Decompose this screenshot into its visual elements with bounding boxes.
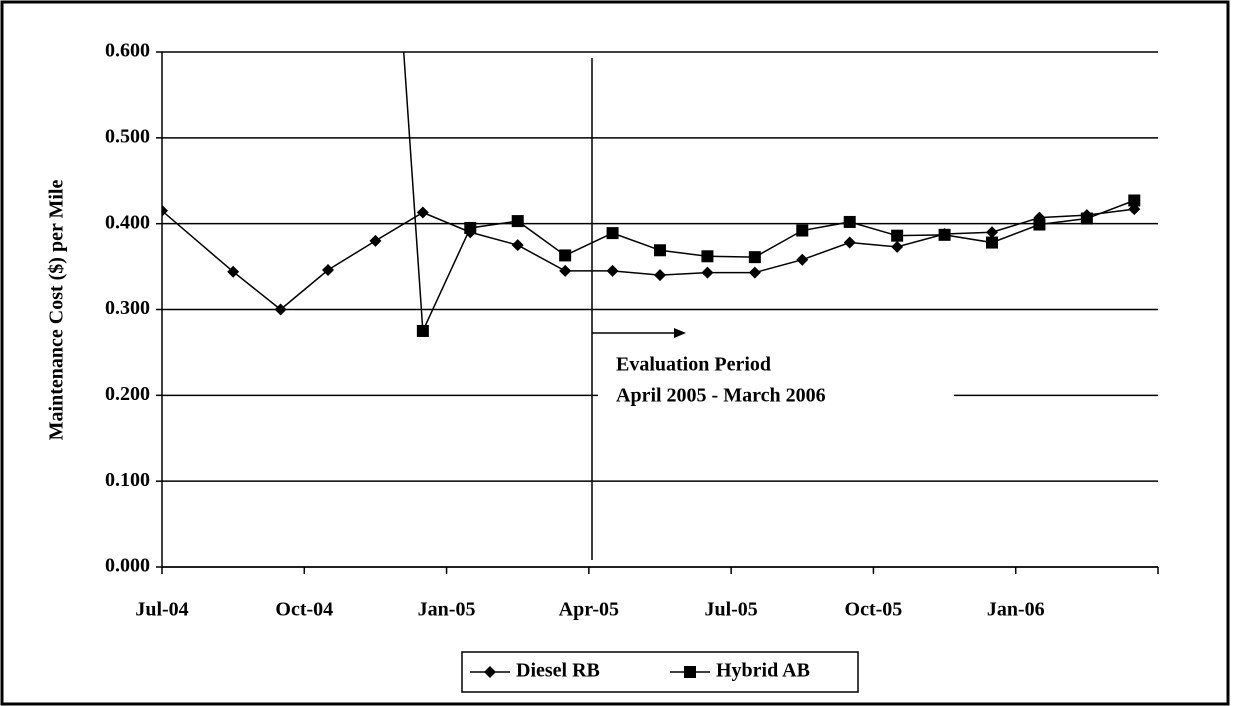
marker: [938, 228, 951, 241]
x-tick-label: Apr-05: [559, 599, 619, 621]
marker: [369, 234, 382, 247]
legend: [461, 651, 859, 693]
plot-area: [162, 52, 1141, 337]
arrow-head: [674, 328, 686, 338]
marker: [748, 251, 761, 264]
annotation-background: [598, 350, 954, 412]
marker: [511, 239, 524, 252]
y-tick-label: 0.100: [105, 469, 150, 491]
marker: [843, 215, 856, 228]
marker: [274, 303, 287, 316]
marker: [891, 229, 904, 242]
marker: [559, 249, 572, 262]
marker: [654, 244, 666, 257]
marker: [1128, 194, 1141, 207]
annotation: April 2005 - March 2006: [616, 385, 826, 407]
marker: [654, 269, 666, 282]
marker: [748, 266, 761, 279]
marker: [484, 666, 496, 678]
x-tick-label: Jul-05: [704, 599, 757, 621]
x-tick-label: Jul-04: [135, 599, 188, 621]
marker: [796, 224, 809, 237]
marker: [701, 266, 714, 279]
legend-label: Diesel RB: [516, 660, 600, 682]
y-tick-label: 0.400: [105, 211, 150, 233]
marker: [891, 240, 904, 253]
marker: [416, 324, 429, 337]
y-tick-label: 0.500: [105, 125, 150, 147]
marker: [1080, 212, 1093, 225]
marker: [559, 264, 572, 277]
marker: [606, 227, 619, 240]
marker: [511, 215, 524, 228]
marker: [701, 250, 714, 263]
x-tick-label: Jan-06: [987, 599, 1045, 621]
marker: [986, 236, 998, 249]
marker: [162, 204, 168, 217]
x-tick-label: Oct-05: [845, 599, 903, 621]
marker: [606, 264, 619, 277]
marker: [986, 226, 998, 239]
y-tick-label: 0.000: [105, 555, 150, 577]
y-tick-label: 0.600: [105, 40, 150, 62]
marker: [464, 221, 477, 234]
marker: [416, 206, 429, 219]
marker: [322, 264, 334, 277]
x-tick-label: Jan-05: [418, 599, 476, 621]
marker: [796, 253, 809, 266]
marker: [684, 666, 696, 678]
legend-label: Hybrid AB: [716, 660, 810, 682]
y-axis-label: Maintenance Cost ($) per Mile: [46, 180, 68, 441]
x-tick-label: Oct-04: [275, 599, 333, 621]
annotation: Evaluation Period: [616, 354, 771, 376]
marker: [227, 265, 240, 278]
y-tick-label: 0.200: [105, 383, 150, 405]
y-tick-label: 0.300: [105, 297, 150, 319]
marker: [843, 236, 856, 249]
marker: [1033, 218, 1046, 231]
